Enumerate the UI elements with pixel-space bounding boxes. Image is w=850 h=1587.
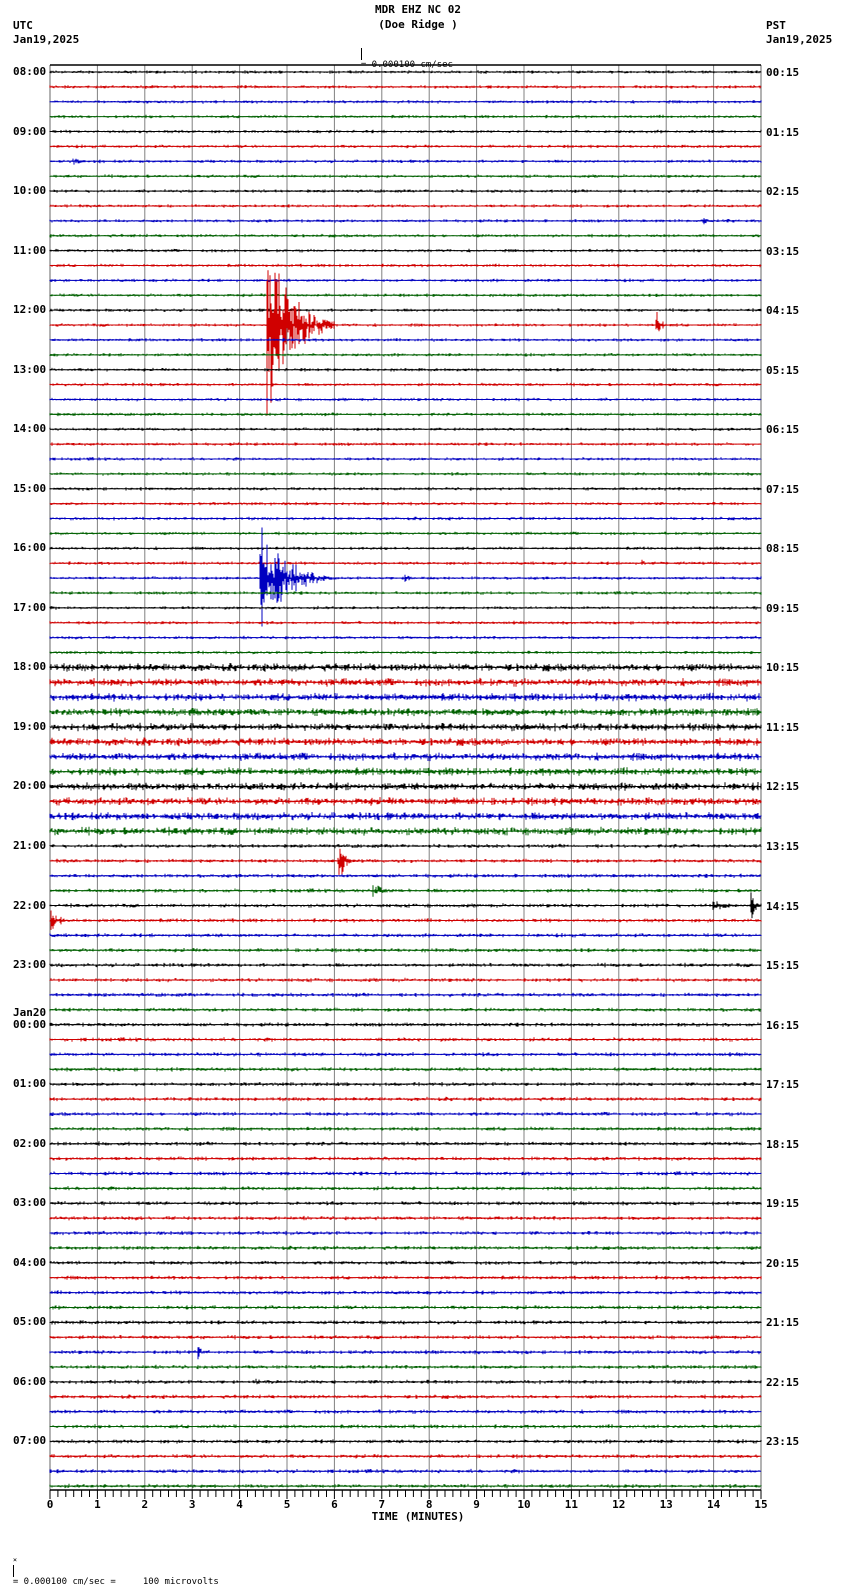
pst-hour-label: 06:15 — [766, 423, 800, 437]
pst-hour-label: 03:15 — [766, 244, 800, 258]
time-axis — [49, 1489, 762, 1499]
utc-hour-label: 13:00 — [13, 362, 47, 376]
pst-hour-label: 02:15 — [766, 185, 800, 199]
station-title: MDR EHZ NC 02 — [374, 3, 462, 16]
utc-hour-label: 09:00 — [13, 124, 47, 138]
tick-label: 1 — [94, 1498, 101, 1511]
footer-scale-text: = 0.000100 cm/sec = 100 microvolts — [12, 1577, 219, 1587]
tick-label: 2 — [141, 1498, 149, 1511]
tick-label: 0 — [46, 1498, 54, 1511]
tick-label: 8 — [425, 1498, 433, 1511]
pst-hour-label: 04:15 — [766, 304, 800, 318]
pst-hour-label: 07:15 — [766, 482, 800, 496]
pst-hour-label: 13:15 — [766, 840, 800, 854]
utc-hour-label: 05:00 — [13, 1315, 47, 1329]
left-date: Jan19,2025 — [13, 33, 80, 46]
right-timezone: PST — [766, 19, 786, 32]
utc-hour-label: 08:00 — [13, 65, 47, 78]
left-timezone: UTC — [13, 19, 33, 32]
utc-hour-label: 04:00 — [13, 1255, 47, 1269]
tick-label: 13 — [659, 1498, 673, 1511]
tick-label: 3 — [188, 1498, 196, 1511]
pst-hour-label: 22:15 — [766, 1375, 800, 1389]
utc-hour-label: 01:00 — [13, 1077, 47, 1091]
utc-hour-label: 10:00 — [13, 184, 47, 198]
pst-hour-label: 19:15 — [766, 1197, 800, 1211]
utc-hour-label: 03:00 — [13, 1196, 47, 1210]
utc-hour-label: 11:00 — [13, 243, 47, 257]
tick-label: 10 — [517, 1498, 531, 1511]
utc-hour-label: 02:00 — [13, 1136, 47, 1150]
utc-hour-label: 06:00 — [13, 1374, 47, 1388]
footer-marker: ⨯ — [12, 1556, 18, 1564]
utc-hour-label: 15:00 — [13, 481, 47, 495]
pst-hour-label: 12:15 — [766, 780, 800, 794]
pst-hour-label: 11:15 — [766, 720, 800, 734]
pst-hour-label: 18:15 — [766, 1137, 800, 1151]
pst-hour-label: 23:15 — [766, 1435, 800, 1449]
utc-hour-label: 12:00 — [13, 303, 47, 317]
tick-label: 6 — [331, 1498, 338, 1511]
x-axis-title: TIME (MINUTES) — [371, 1510, 465, 1523]
utc-hour-label: 20:00 — [13, 779, 47, 793]
pst-hour-label: 17:15 — [766, 1078, 800, 1092]
pst-hour-label: 20:15 — [766, 1256, 800, 1270]
tick-label: 11 — [564, 1498, 579, 1511]
pst-hour-label: 15:15 — [766, 959, 800, 973]
utc-hour-label: 16:00 — [13, 541, 47, 555]
pst-hour-label: 10:15 — [766, 661, 800, 675]
pst-hour-label: 01:15 — [766, 125, 800, 139]
pst-hour-label: 08:15 — [766, 542, 800, 556]
utc-hour-label: 18:00 — [13, 660, 47, 674]
scale-bar-icon — [360, 48, 367, 60]
pst-hour-label: 09:15 — [766, 601, 800, 615]
tick-label: 4 — [236, 1498, 243, 1511]
pst-hour-label: 16:15 — [766, 1018, 800, 1032]
site-name: (Doe Ridge ) — [378, 18, 458, 31]
utc-hour-label: 21:00 — [13, 839, 47, 853]
traces — [49, 70, 762, 1489]
pst-hour-label: 00:15 — [766, 66, 800, 79]
tick-label: 5 — [283, 1498, 291, 1511]
scale-bar-icon — [12, 1565, 19, 1577]
utc-hour-label: 07:00 — [13, 1434, 47, 1448]
pst-hour-label: 14:15 — [766, 899, 800, 913]
utc-hour-label: 23:00 — [13, 958, 47, 972]
tick-label: 15 — [754, 1498, 768, 1511]
tick-label: 7 — [378, 1498, 386, 1511]
utc-hour-label: 14:00 — [13, 422, 47, 436]
utc-hour-label: 19:00 — [13, 719, 47, 733]
utc-hour-label: 22:00 — [13, 898, 47, 912]
utc-hour-label: Jan20 00:00 — [13, 1005, 47, 1031]
utc-hour-label: 17:00 — [13, 600, 47, 614]
right-date: Jan19,2025 — [766, 33, 833, 46]
footer-scale: ⨯ = 0.000100 cm/sec = 100 microvolts — [2, 1545, 219, 1587]
tick-label: 12 — [612, 1498, 626, 1511]
pst-hour-label: 05:15 — [766, 363, 800, 377]
grid-lines — [49, 64, 762, 1490]
tick-label: 14 — [706, 1498, 721, 1511]
tick-label: 9 — [473, 1498, 480, 1511]
pst-hour-label: 21:15 — [766, 1316, 800, 1330]
